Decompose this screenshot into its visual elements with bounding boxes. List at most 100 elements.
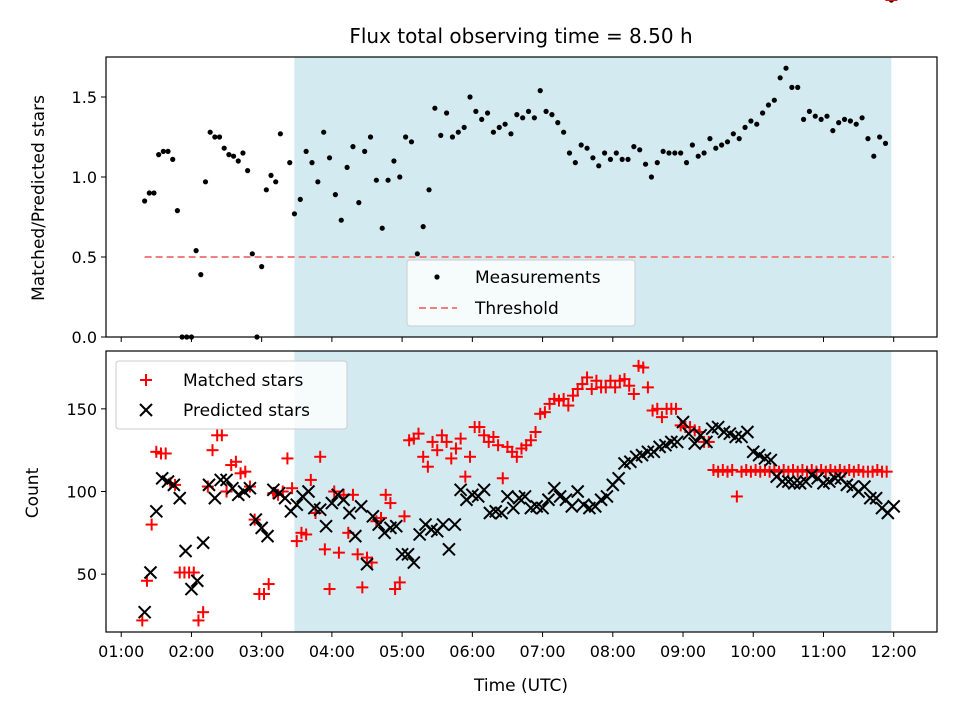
measurement-point xyxy=(403,134,409,140)
predicted-star-point xyxy=(167,478,181,492)
matched-star-point xyxy=(286,482,299,495)
matched-star-point xyxy=(669,402,682,415)
predicted-star-point xyxy=(395,547,409,562)
measurement-point xyxy=(165,148,171,154)
measurement-point xyxy=(777,75,783,81)
predicted-star-point xyxy=(535,501,550,515)
matched-star-point xyxy=(492,439,505,452)
measurement-point xyxy=(455,129,461,135)
predicted-star-point xyxy=(178,544,193,558)
measurement-point xyxy=(373,177,379,183)
x-tick-label: 12:00 xyxy=(871,642,917,661)
predicted-star-point xyxy=(372,517,386,532)
predicted-star-point xyxy=(202,478,216,492)
measurement-point xyxy=(291,211,298,217)
predicted-star-point xyxy=(477,483,491,497)
measurement-point xyxy=(666,150,672,156)
measurement-point xyxy=(226,152,232,158)
measurement-point xyxy=(309,160,315,166)
measurement-point xyxy=(202,179,209,185)
matched-star-point xyxy=(136,614,149,627)
measurement-point xyxy=(467,94,473,100)
matched-star-point xyxy=(398,510,411,523)
predicted-star-point xyxy=(570,484,585,499)
predicted-star-point xyxy=(611,471,626,485)
measurement-point xyxy=(273,179,279,185)
matched-star-point xyxy=(159,447,172,460)
measurement-point xyxy=(367,134,374,140)
measurement-point xyxy=(420,224,426,230)
bottom-y-axis-label: Count xyxy=(23,467,43,518)
top-plot-frame xyxy=(105,56,938,338)
measurement-point xyxy=(531,115,537,121)
matched-star-point xyxy=(557,392,570,405)
measurement-point xyxy=(719,142,725,148)
legend-matched-label: Matched stars xyxy=(183,371,303,391)
predicted-star-point xyxy=(336,493,351,507)
measurement-point xyxy=(795,84,801,90)
measurement-point xyxy=(836,120,842,126)
x-tick-label: 03:00 xyxy=(239,642,285,661)
measurement-point xyxy=(713,145,719,151)
measurement-point xyxy=(212,134,218,140)
measurement-point xyxy=(748,118,754,124)
predicted-star-point xyxy=(863,491,877,505)
predicted-star-point xyxy=(500,489,515,504)
matched-star-point xyxy=(702,435,715,448)
predicted-star-point xyxy=(213,473,228,487)
top-legend: Measurements Threshold xyxy=(406,259,636,327)
matched-star-point xyxy=(426,435,439,448)
matched-star-point xyxy=(229,455,242,468)
x-axis-label: Time (UTC) xyxy=(473,676,568,696)
predicted-star-point xyxy=(325,496,339,510)
matched-star-point xyxy=(215,429,228,442)
bottom-y-ticks: 50 100 150 xyxy=(66,400,106,584)
legend-predicted-marker xyxy=(139,403,153,417)
matched-star-point xyxy=(487,430,500,443)
matched-star-point xyxy=(449,442,462,455)
legend-measurements-marker xyxy=(434,274,440,280)
matched-star-point xyxy=(464,450,477,463)
measurement-point xyxy=(783,65,789,71)
measurement-point xyxy=(847,118,853,124)
measurement-point xyxy=(882,140,889,146)
measurement-point xyxy=(174,208,180,214)
measurement-point xyxy=(321,129,327,135)
measurement-point xyxy=(654,160,660,166)
top-x-ticks xyxy=(120,337,895,342)
matched-star-point xyxy=(538,406,551,419)
matched-star-point xyxy=(393,576,406,589)
measurement-point xyxy=(508,131,514,137)
measurement-point xyxy=(689,142,695,148)
measurement-point xyxy=(631,144,637,150)
measurement-point xyxy=(221,145,227,151)
predicted-star-point xyxy=(453,483,468,497)
measurement-point xyxy=(525,108,532,114)
matched-star-point xyxy=(566,389,579,402)
matched-star-point xyxy=(351,548,364,561)
matched-star-point xyxy=(197,606,210,619)
x-tick-label: 08:00 xyxy=(590,642,636,661)
y-tick-label: 100 xyxy=(66,483,97,502)
measurement-point xyxy=(818,116,824,122)
matched-star-point xyxy=(412,427,425,440)
matched-star-point xyxy=(637,361,650,374)
predicted-star-point xyxy=(518,489,532,504)
predicted-star-point xyxy=(676,415,690,429)
matched-star-point xyxy=(314,450,327,463)
measurement-point xyxy=(683,160,690,166)
measurement-point xyxy=(151,190,157,196)
matched-star-point xyxy=(304,473,317,486)
x-tick-label: 01:00 xyxy=(98,642,144,661)
measurement-point xyxy=(871,153,877,159)
measurement-point xyxy=(216,134,223,140)
predicted-star-point xyxy=(313,502,327,517)
predicted-star-point xyxy=(143,565,158,580)
measurement-point xyxy=(800,116,807,122)
measurement-point xyxy=(245,168,251,174)
top-y-axis-label: Matched/Predicted stars xyxy=(29,95,49,301)
measurement-point xyxy=(235,158,241,164)
measurement-point xyxy=(473,108,479,114)
